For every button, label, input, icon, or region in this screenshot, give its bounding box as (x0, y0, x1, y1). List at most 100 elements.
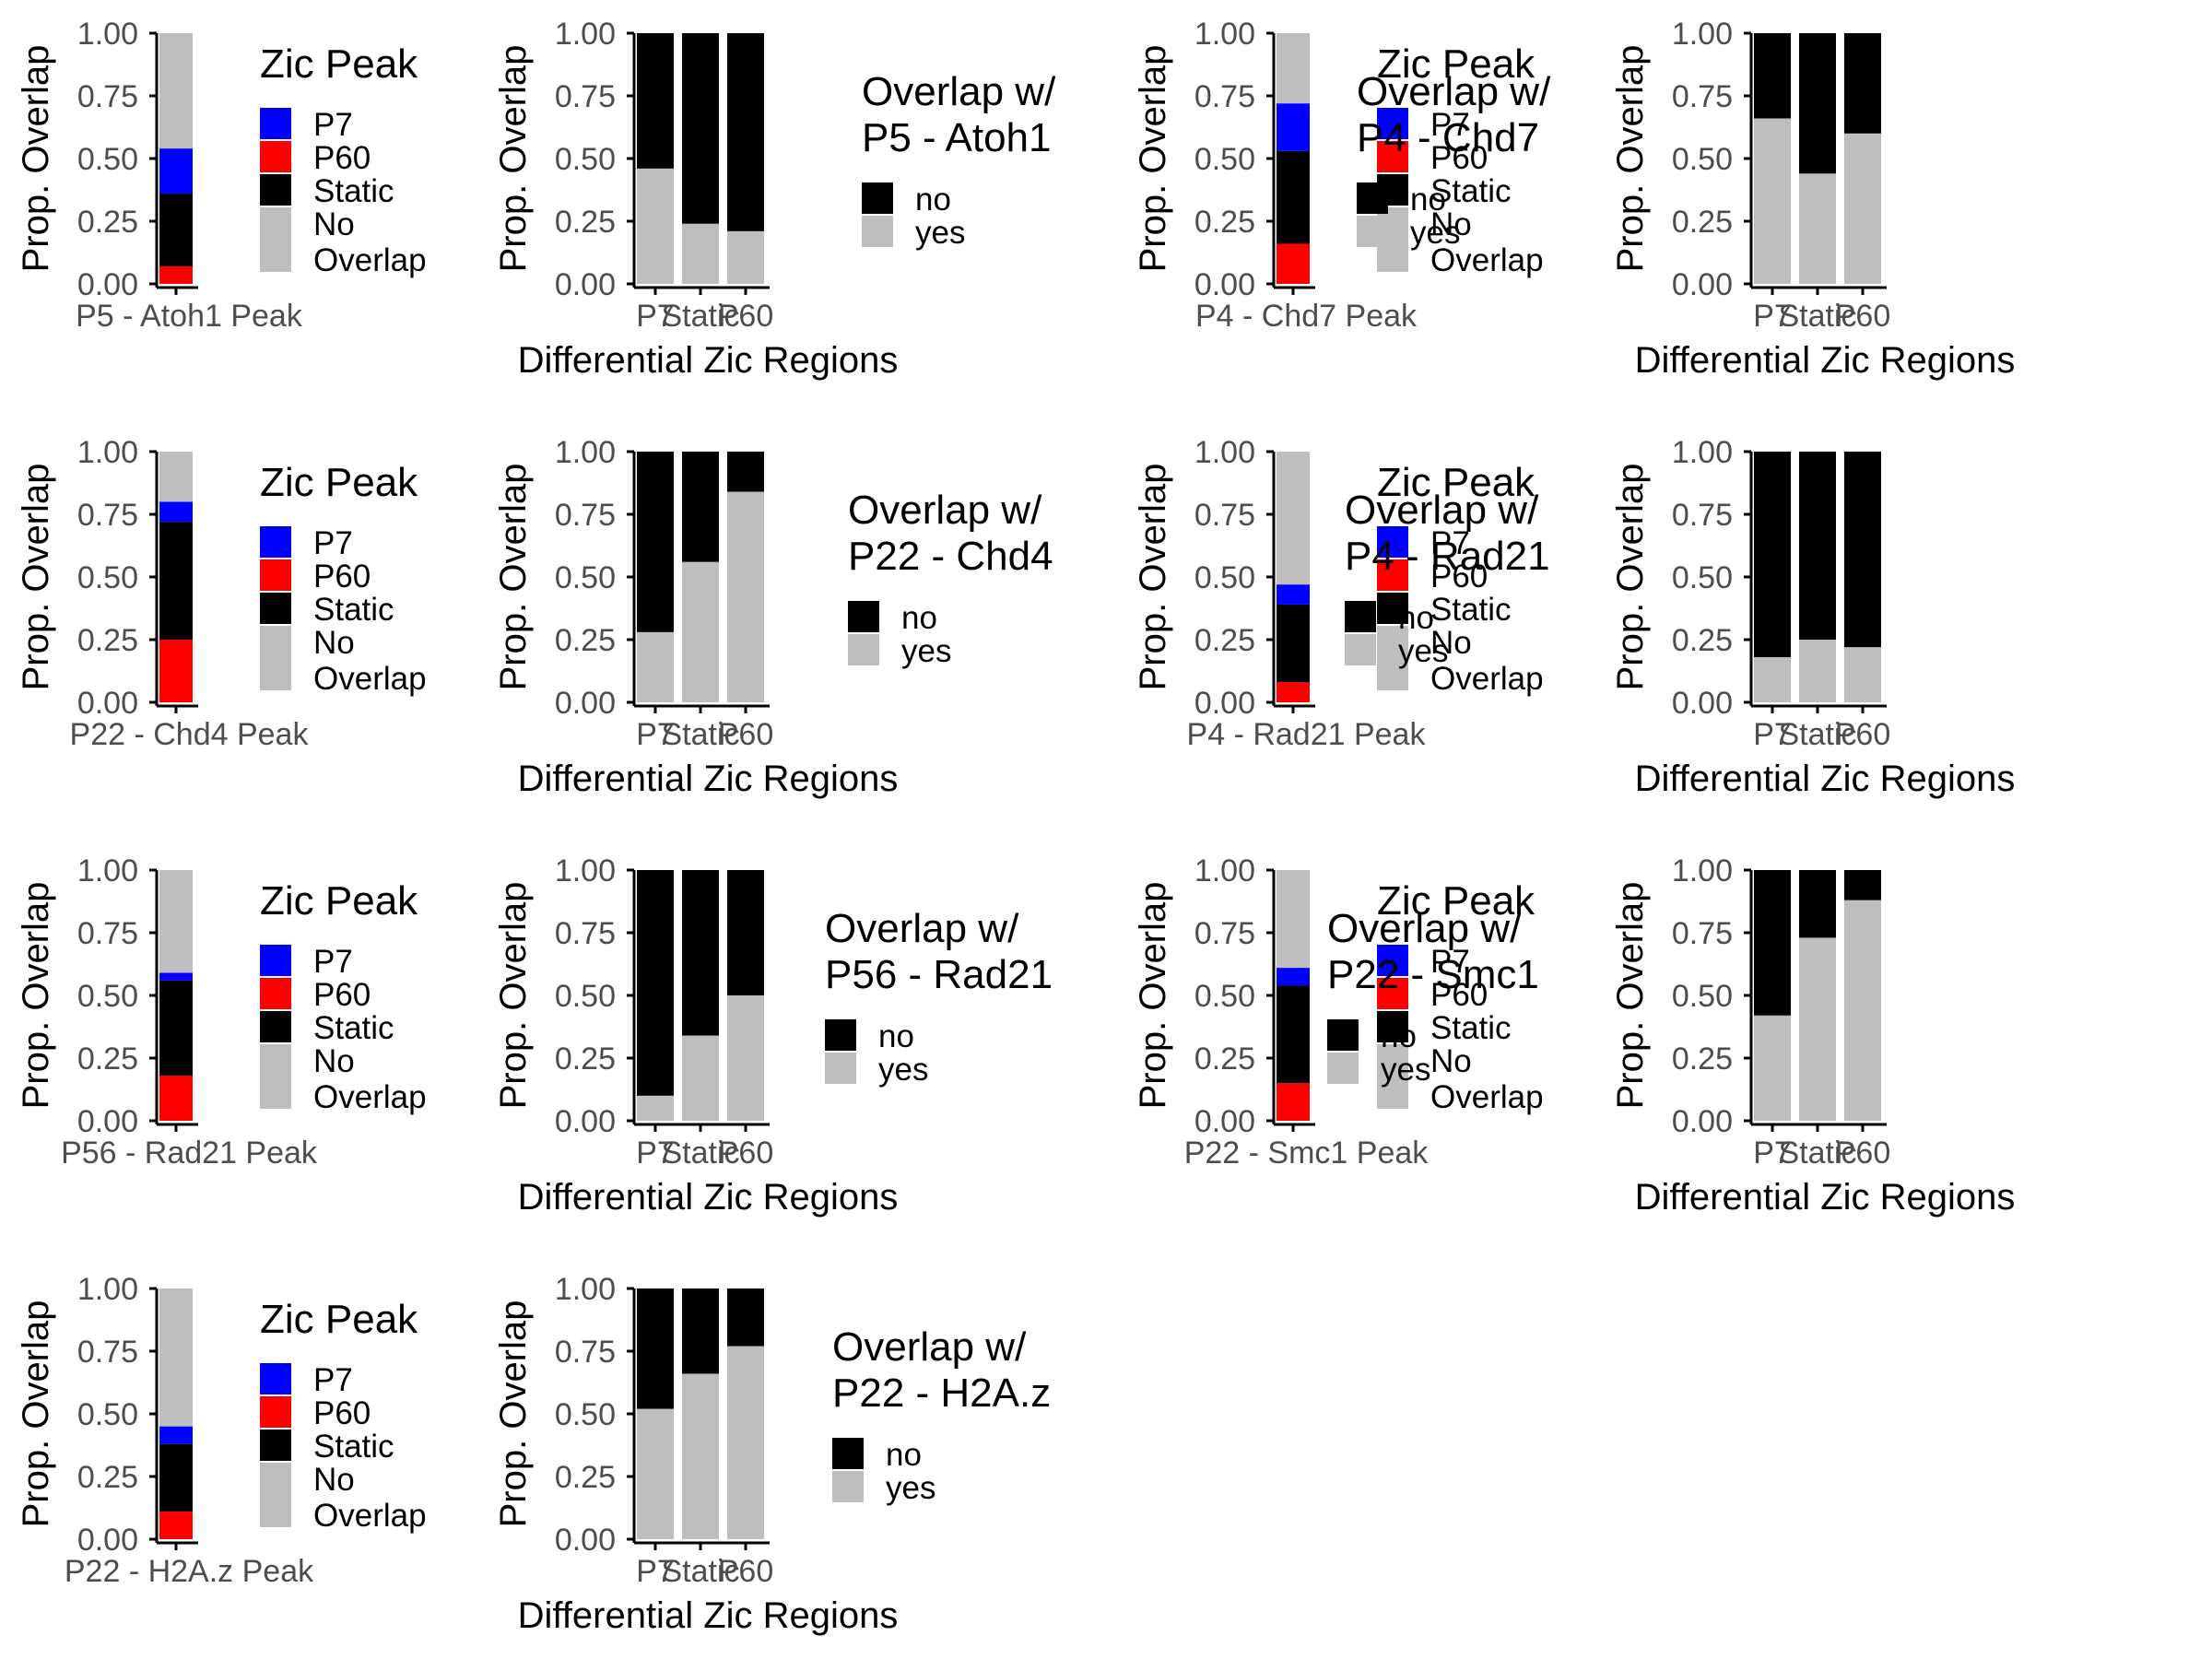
legend-label: Static (313, 1429, 394, 1465)
bar-segment (1799, 33, 1836, 174)
y-axis-title: Prop. Overlap (1610, 45, 1651, 273)
bar-segment (682, 870, 719, 1036)
zic-peak-composition-chart: 0.00 0.25 0.50 0.75 1.00 Prop. Overlap P4 - Ch… (1133, 17, 1544, 334)
bar-segment (682, 561, 719, 702)
y-tick-label: 0.00 (1194, 1104, 1255, 1139)
bar-segment (637, 1095, 674, 1121)
y-tick-label: 0.75 (555, 498, 616, 533)
y-axis-title: Prop. Overlap (16, 882, 56, 1110)
x-tick-label: P22 - Smc1 Peak (1184, 1135, 1430, 1171)
bar-segment (1844, 870, 1881, 900)
y-tick-label: 1.00 (1194, 17, 1255, 52)
bar-segment (1277, 968, 1310, 986)
y-tick-label: 0.25 (555, 205, 616, 240)
y-tick-label: 0.25 (77, 623, 138, 658)
bar-segment (1277, 1083, 1310, 1121)
x-tick-label: P7 (636, 1135, 675, 1171)
bar-segment (159, 1443, 193, 1512)
y-tick-label: 0.25 (1672, 205, 1733, 240)
x-tick-label: Static (1778, 1135, 1856, 1171)
y-tick-label: 0.75 (555, 1335, 616, 1370)
bar-segment (637, 168, 674, 284)
y-tick-label: 0.25 (77, 1041, 138, 1077)
bar-segment (682, 33, 719, 224)
zic-peak-composition-chart: 0.00 0.25 0.50 0.75 1.00 Prop. Overlap P22 - C… (16, 435, 427, 752)
legend-label: yes (1381, 1052, 1430, 1088)
bar-segment (1844, 452, 1881, 648)
y-axis-title: Prop. Overlap (493, 45, 534, 273)
bar-segment (637, 452, 674, 632)
y-tick-label: 0.75 (1194, 79, 1255, 114)
legend-swatch (848, 634, 879, 665)
y-tick-label: 0.00 (555, 1104, 616, 1139)
y-tick-label: 0.75 (77, 916, 138, 951)
legend-label: yes (901, 633, 951, 669)
y-tick-label: 0.75 (555, 916, 616, 951)
y-tick-label: 1.00 (555, 17, 616, 52)
legend-swatch (260, 108, 291, 139)
y-axis-title: Prop. Overlap (16, 45, 56, 273)
legend-label: P60 (1430, 140, 1488, 176)
bar-segment (1754, 870, 1791, 1016)
y-axis-title: Prop. Overlap (16, 464, 56, 691)
legend-swatch (260, 1044, 291, 1109)
y-tick-label: 0.00 (77, 686, 138, 721)
bar-segment (1754, 657, 1791, 702)
legend-swatch (260, 526, 291, 558)
x-tick-label: P60 (718, 1554, 774, 1589)
y-tick-label: 0.50 (555, 142, 616, 177)
legend-label: Static (1430, 1010, 1512, 1046)
y-tick-label: 0.75 (555, 79, 616, 114)
legend-swatch (260, 1463, 291, 1527)
legend-swatch (1327, 1053, 1359, 1084)
legend-title: Overlap w/P22 - Chd4 (848, 488, 1053, 579)
bar-segment (682, 223, 719, 284)
y-tick-label: 0.25 (1672, 1041, 1733, 1077)
y-tick-label: 1.00 (1672, 853, 1733, 888)
legend-label: no (901, 600, 937, 636)
y-tick-label: 0.50 (1194, 979, 1255, 1014)
bar-segment (637, 33, 674, 169)
y-tick-label: 1.00 (555, 853, 616, 888)
legend-label: P60 (313, 559, 371, 594)
bar-segment (159, 870, 193, 973)
bar-segment (159, 1076, 193, 1121)
bar-segment (727, 33, 764, 231)
y-tick-label: 0.25 (1194, 1041, 1255, 1077)
bar-segment (727, 1288, 764, 1347)
x-axis-title: Differential Zic Regions (518, 759, 899, 799)
legend-swatch (260, 593, 291, 624)
bar-segment (1754, 452, 1791, 658)
legend-label: yes (878, 1052, 928, 1088)
legend-swatch (1377, 593, 1408, 624)
legend-label: No Overlap (313, 206, 427, 278)
legend-label: P7 (313, 1362, 353, 1398)
y-tick-label: 0.00 (77, 1523, 138, 1558)
y-axis-title: Prop. Overlap (1133, 882, 1173, 1110)
legend-title: Overlap w/P22 - Smc1 (1327, 906, 1539, 997)
bar-segment (159, 640, 193, 702)
legend-swatch (1377, 559, 1408, 591)
bar-segment (1754, 118, 1791, 284)
x-tick-label: P4 - Chd7 Peak (1195, 299, 1418, 334)
y-tick-label: 0.50 (1672, 979, 1733, 1014)
legend-swatch (1377, 526, 1408, 558)
y-tick-label: 1.00 (555, 435, 616, 470)
x-tick-label: Static (661, 717, 739, 752)
bar-segment (1277, 682, 1310, 702)
legend-label: P7 (313, 944, 353, 980)
bar-segment (159, 972, 193, 981)
bar-segment (1844, 647, 1881, 702)
bar-segment (1799, 640, 1836, 702)
legend-label: P60 (1430, 559, 1488, 594)
x-tick-label: P7 (636, 717, 675, 752)
y-tick-label: 0.25 (77, 205, 138, 240)
x-tick-label: P7 (636, 299, 675, 334)
legend-swatch (1377, 108, 1408, 139)
y-tick-label: 0.00 (1194, 267, 1255, 302)
legend-label: yes (1410, 215, 1460, 251)
x-axis-title: Differential Zic Regions (518, 340, 899, 381)
bar-segment (1277, 985, 1310, 1084)
